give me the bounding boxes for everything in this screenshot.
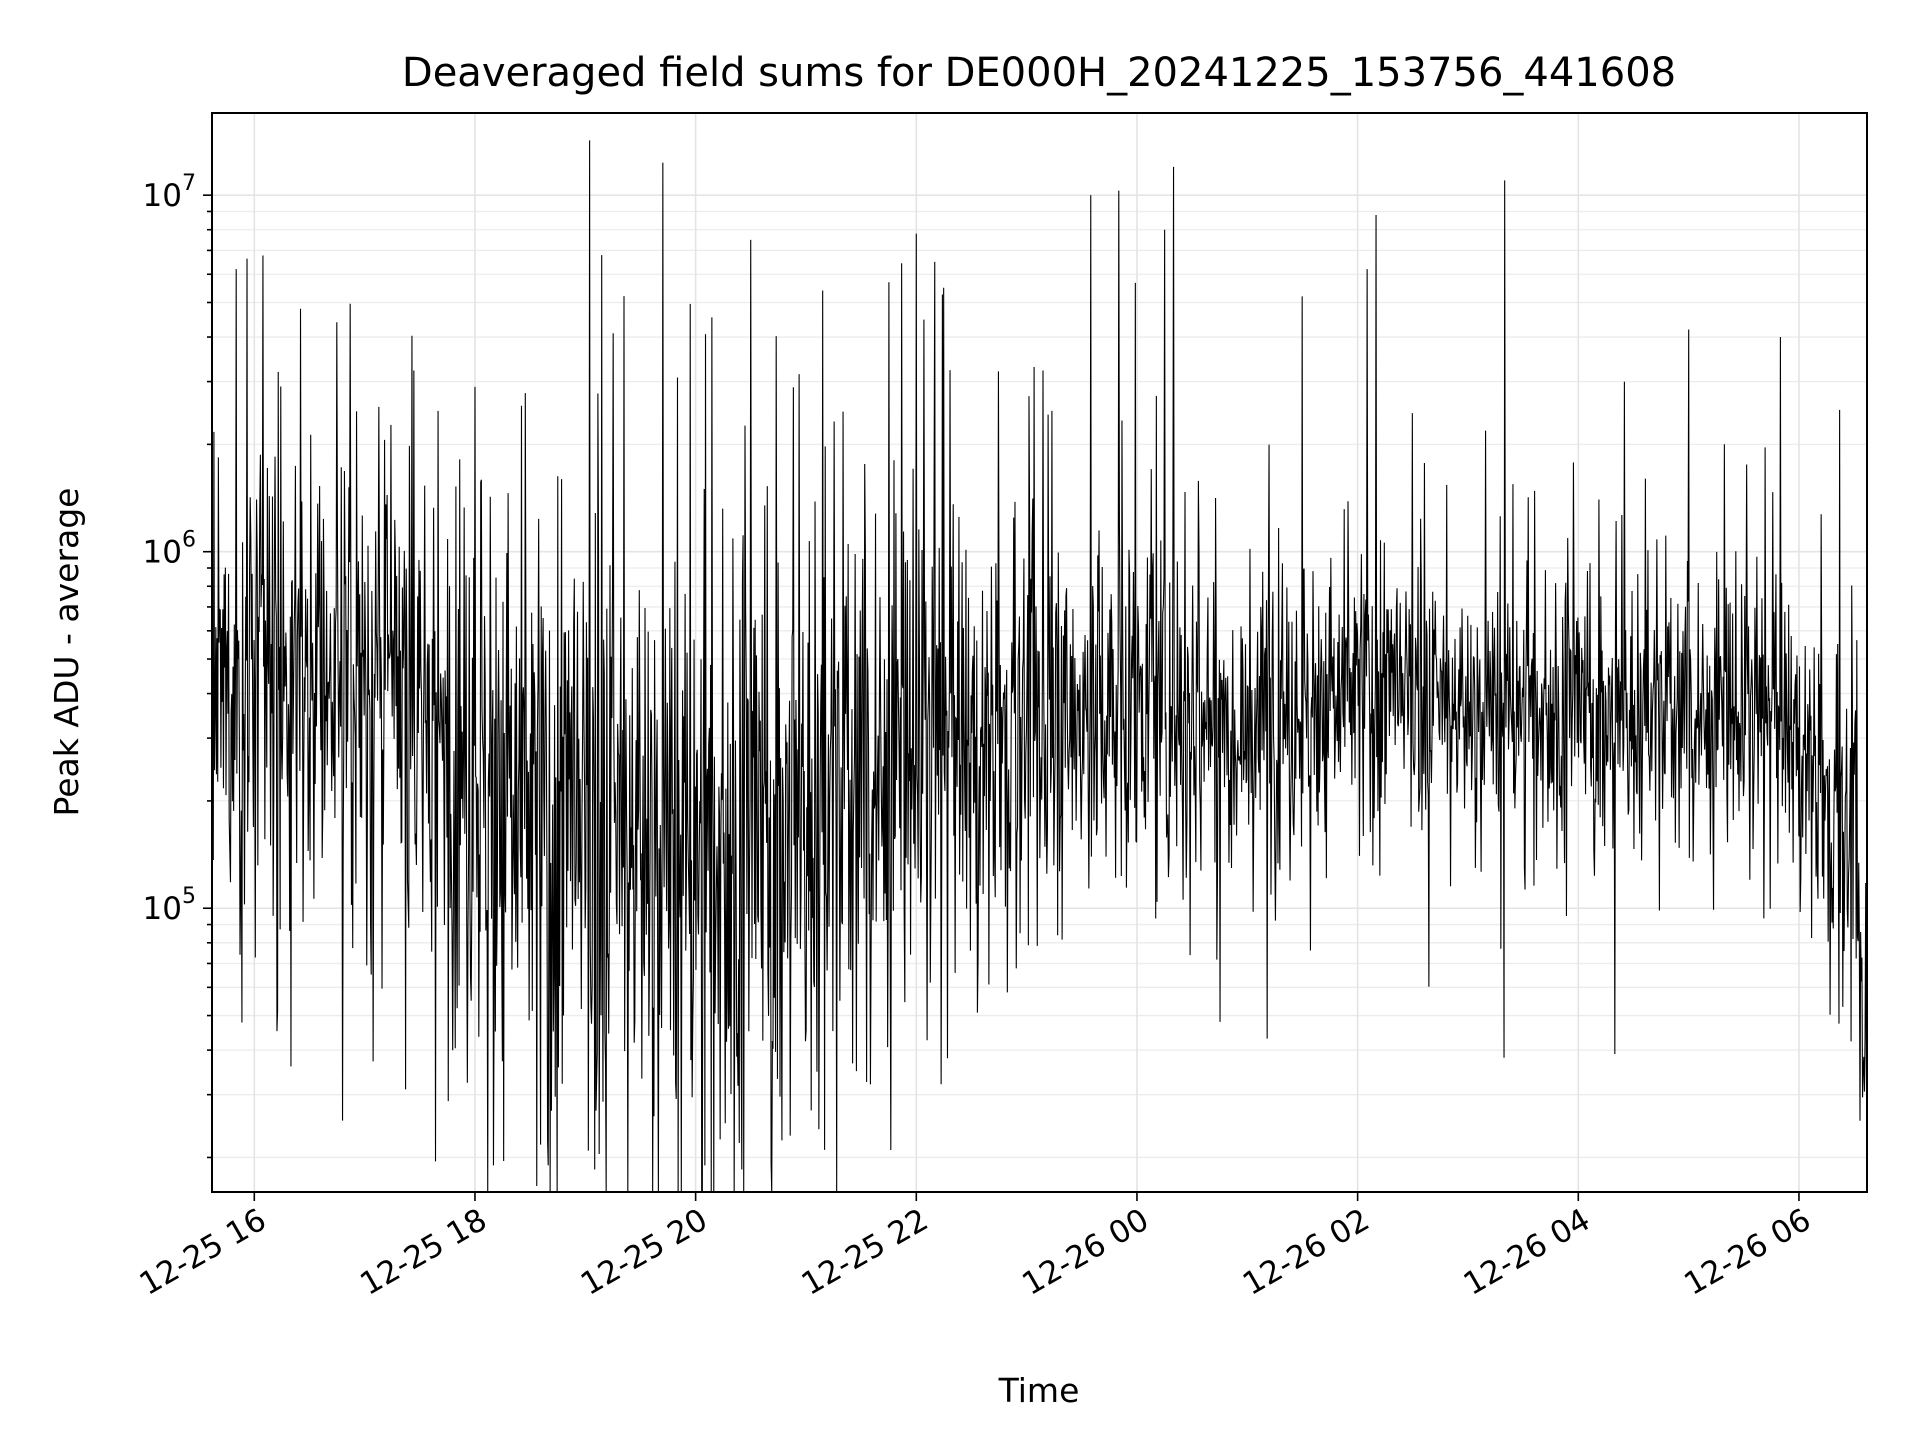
y-tick-label: 106 (143, 528, 196, 571)
plot-frame (211, 112, 1868, 1193)
series-line (211, 140, 1868, 1193)
x-axis-label: Time (998, 1371, 1080, 1410)
y-tick-label: 105 (143, 884, 196, 927)
y-tick-label: 107 (143, 171, 196, 214)
y-axis-label: Peak ADU - average (47, 488, 86, 817)
series-layer (211, 140, 1868, 1193)
chart-title: Deaveraged field sums for DE000H_2024122… (402, 50, 1676, 96)
